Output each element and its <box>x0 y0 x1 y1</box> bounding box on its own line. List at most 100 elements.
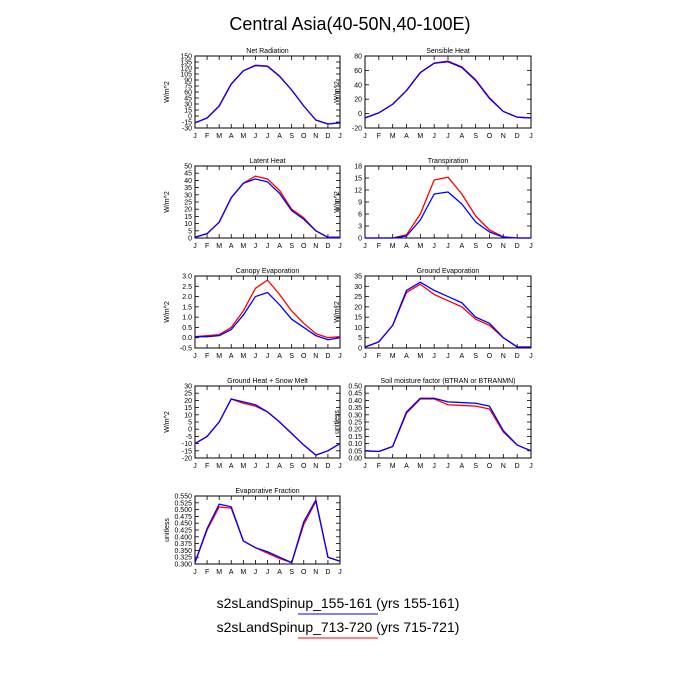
x-tick-label: F <box>205 133 209 140</box>
y-tick-label: 25 <box>184 200 192 207</box>
panel-title: Ground Evaporation <box>417 268 480 275</box>
series-line-2 <box>195 291 341 341</box>
x-tick-label: J <box>338 353 342 360</box>
panel-title: Evaporative Fraction <box>235 488 299 495</box>
x-tick-label: M <box>216 133 222 140</box>
y-tick-label: 30 <box>184 192 192 199</box>
x-tick-label: F <box>377 133 381 140</box>
x-tick-label: J <box>363 353 367 360</box>
x-tick-label: O <box>487 463 493 470</box>
x-tick-label: F <box>377 353 381 360</box>
y-tick-label: 30 <box>354 284 362 291</box>
x-tick-label: J <box>254 243 258 250</box>
x-tick-label: J <box>254 353 258 360</box>
x-tick-label: O <box>487 133 493 140</box>
y-tick-label: 0.15 <box>348 434 362 441</box>
x-tick-label: M <box>417 133 423 140</box>
x-tick-label: A <box>277 463 282 470</box>
y-tick-label: 10 <box>184 412 192 419</box>
x-tick-label: O <box>301 569 307 576</box>
y-tick-label: 2.5 <box>182 284 192 291</box>
x-tick-label: J <box>266 569 270 576</box>
series-line-2 <box>194 398 341 456</box>
x-tick-label: J <box>529 243 533 250</box>
y-tick-label: 20 <box>184 398 192 405</box>
x-tick-label: J <box>266 463 270 470</box>
series-line-1 <box>364 398 532 453</box>
panel-7: Ground Heat + Snow Melt -20-15-10-5051015… <box>164 378 342 470</box>
x-tick-label: M <box>417 463 423 470</box>
x-tick-label: J <box>338 569 342 576</box>
y-tick-label: 80 <box>354 54 362 61</box>
plot-frame <box>194 385 341 459</box>
x-tick-label: J <box>266 243 270 250</box>
y-tick-label: 20 <box>354 97 362 104</box>
x-tick-label: J <box>363 133 367 140</box>
y-axis-label: W/m^2 <box>164 191 171 213</box>
y-tick-label: 0 <box>188 427 192 434</box>
y-axis-label: unitless <box>164 518 171 542</box>
panel-title: Net Radiation <box>246 48 289 55</box>
x-tick-label: D <box>325 353 330 360</box>
y-tick-label: 0.325 <box>174 555 192 562</box>
panel-1: Net Radiation -30-15015304560759010512013… <box>164 48 342 140</box>
y-tick-label: 0.350 <box>174 548 192 555</box>
x-tick-label: M <box>240 569 246 576</box>
x-tick-label: M <box>216 463 222 470</box>
x-tick-label: S <box>473 463 478 470</box>
x-tick-label: M <box>240 133 246 140</box>
series-line-1 <box>194 64 341 125</box>
x-tick-label: J <box>446 133 450 140</box>
panel-title: Canopy Evaporation <box>236 268 300 275</box>
y-axis-label: W/m^2 <box>164 81 171 103</box>
series-line-1 <box>194 175 340 238</box>
x-tick-label: J <box>446 243 450 250</box>
y-tick-label: -10 <box>182 441 192 448</box>
y-tick-label: 5 <box>188 228 192 235</box>
panel-8: Soil moisture factor (BTRAN or BTRANMN) 0… <box>334 378 533 470</box>
panel-6: Ground Evaporation 0 5 10 15 20 25 30 35 J F M A M J J A… <box>334 268 533 360</box>
x-tick-label: J <box>432 243 436 250</box>
y-tick-label: 12 <box>354 188 362 195</box>
y-tick-label: 3.0 <box>182 274 192 281</box>
x-tick-label: J <box>363 243 367 250</box>
x-tick-label: J <box>446 463 450 470</box>
x-tick-label: A <box>277 133 282 140</box>
x-tick-label: A <box>404 353 409 360</box>
x-tick-label: A <box>459 133 464 140</box>
panel-2: Sensible Heat -20 0 20 40 60 80 J F M A M J J A S O N D J W/… <box>334 48 533 140</box>
y-tick-label: 15 <box>184 214 192 221</box>
x-tick-label: D <box>325 133 330 140</box>
panel-title: Sensible Heat <box>426 48 470 55</box>
panel-title: Ground Heat + Snow Melt <box>227 378 308 385</box>
x-tick-label: D <box>325 243 330 250</box>
plot-frame <box>364 55 532 129</box>
y-tick-label: 5 <box>358 335 362 342</box>
y-tick-label: 18 <box>354 164 362 171</box>
y-tick-label: 45 <box>184 96 192 103</box>
x-tick-label: J <box>266 133 270 140</box>
y-tick-label: 2.0 <box>182 294 192 301</box>
legend-entry-1: s2sLandSpinup_155-161 (yrs 155-161) <box>217 595 460 611</box>
y-tick-label: 30 <box>184 384 192 391</box>
x-tick-label: A <box>277 569 282 576</box>
x-tick-label: A <box>229 243 234 250</box>
x-tick-label: M <box>390 463 396 470</box>
y-tick-label: 0.400 <box>174 534 192 541</box>
y-tick-label: -15 <box>182 448 192 455</box>
x-tick-label: S <box>289 353 294 360</box>
series-line-2 <box>194 499 341 564</box>
x-tick-label: J <box>432 463 436 470</box>
x-tick-label: J <box>254 569 258 576</box>
plot-frame <box>364 275 532 349</box>
x-tick-label: J <box>193 569 197 576</box>
y-tick-label: 35 <box>354 274 362 281</box>
x-tick-label: J <box>446 353 450 360</box>
y-tick-label: 0 <box>358 111 362 118</box>
x-tick-label: J <box>266 353 270 360</box>
y-axis-label: W/m^2 <box>334 81 341 103</box>
y-tick-label: 0.525 <box>174 500 192 507</box>
y-axis-label: unitless <box>334 410 341 434</box>
series-line-1 <box>364 60 532 119</box>
